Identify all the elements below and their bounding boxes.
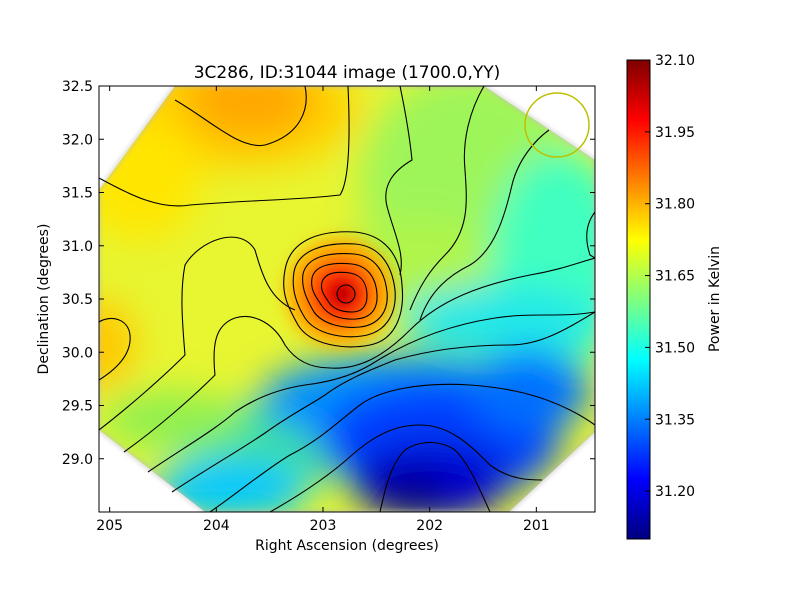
contour-line — [320, 271, 368, 313]
y-tick-label: 29.0 — [62, 452, 93, 468]
colorbar-tick-label: 31.95 — [655, 125, 695, 141]
colorbar-tick-label: 31.35 — [655, 412, 695, 428]
contour-line — [311, 262, 378, 320]
contour-line — [336, 284, 356, 304]
y-axis-label: Declination (degrees) — [36, 224, 52, 375]
contour-line — [99, 318, 131, 381]
beam-circle — [524, 92, 590, 158]
x-tick-label: 201 — [523, 518, 550, 534]
x-tick-label: 203 — [310, 518, 337, 534]
plot-area: 205 204 203 202 201 29.0 29.5 30.0 30.5 31.0 31.5… — [62, 79, 596, 534]
y-tick-label: 29.5 — [62, 399, 93, 415]
contour-line — [147, 311, 595, 473]
colorbar-tick-label: 31.80 — [655, 197, 695, 213]
contour-line — [209, 383, 595, 512]
colorbar-tick-label: 31.50 — [655, 340, 695, 356]
x-tick-label: 204 — [203, 518, 230, 534]
x-axis-ticks: 205 204 203 202 201 — [96, 86, 550, 534]
contour-line — [419, 129, 550, 321]
contour-line — [269, 424, 543, 512]
x-tick-label: 202 — [416, 518, 443, 534]
y-tick-label: 31.0 — [62, 239, 93, 255]
colorbar-label: Power in Kelvin — [707, 246, 723, 352]
contour-line — [283, 231, 404, 348]
contour-line — [99, 236, 296, 431]
colorbar-tick-label: 32.10 — [655, 53, 695, 69]
heatmap-image — [99, 86, 595, 512]
y-tick-label: 32.5 — [62, 79, 93, 95]
image-footprint-edge — [99, 86, 595, 512]
contour-line — [123, 257, 595, 453]
contour-line — [586, 211, 595, 259]
contour-line — [302, 253, 388, 328]
colorbar-gradient — [626, 59, 651, 540]
colorbar-tick-label: 31.20 — [655, 484, 695, 500]
colorbar: 32.10 31.95 31.80 31.65 31.50 31.35 31.20 Powe… — [626, 53, 723, 540]
y-tick-label: 32.0 — [62, 132, 93, 148]
contour-line — [171, 311, 595, 493]
y-tick-label: 30.5 — [62, 292, 93, 308]
x-axis-label: Right Ascension (degrees) — [255, 538, 439, 554]
contour-line — [379, 441, 491, 512]
contour-lines — [99, 86, 595, 512]
colorbar-tick-label: 31.65 — [655, 269, 695, 285]
colorbar-ticks: 32.10 31.95 31.80 31.65 31.50 31.35 31.20 — [645, 53, 695, 500]
contour-line — [99, 86, 350, 207]
y-tick-label: 30.0 — [62, 345, 93, 361]
chart-title: 3C286, ID:31044 image (1700.0,YY) — [194, 63, 501, 83]
y-tick-label: 31.5 — [62, 186, 93, 202]
contour-line — [385, 86, 413, 276]
contour-line — [409, 86, 485, 311]
x-tick-label: 205 — [96, 518, 123, 534]
contour-line — [174, 86, 307, 147]
contour-line — [292, 243, 396, 338]
y-axis-ticks: 29.0 29.5 30.0 30.5 31.0 31.5 32.0 32.5 — [62, 79, 595, 468]
